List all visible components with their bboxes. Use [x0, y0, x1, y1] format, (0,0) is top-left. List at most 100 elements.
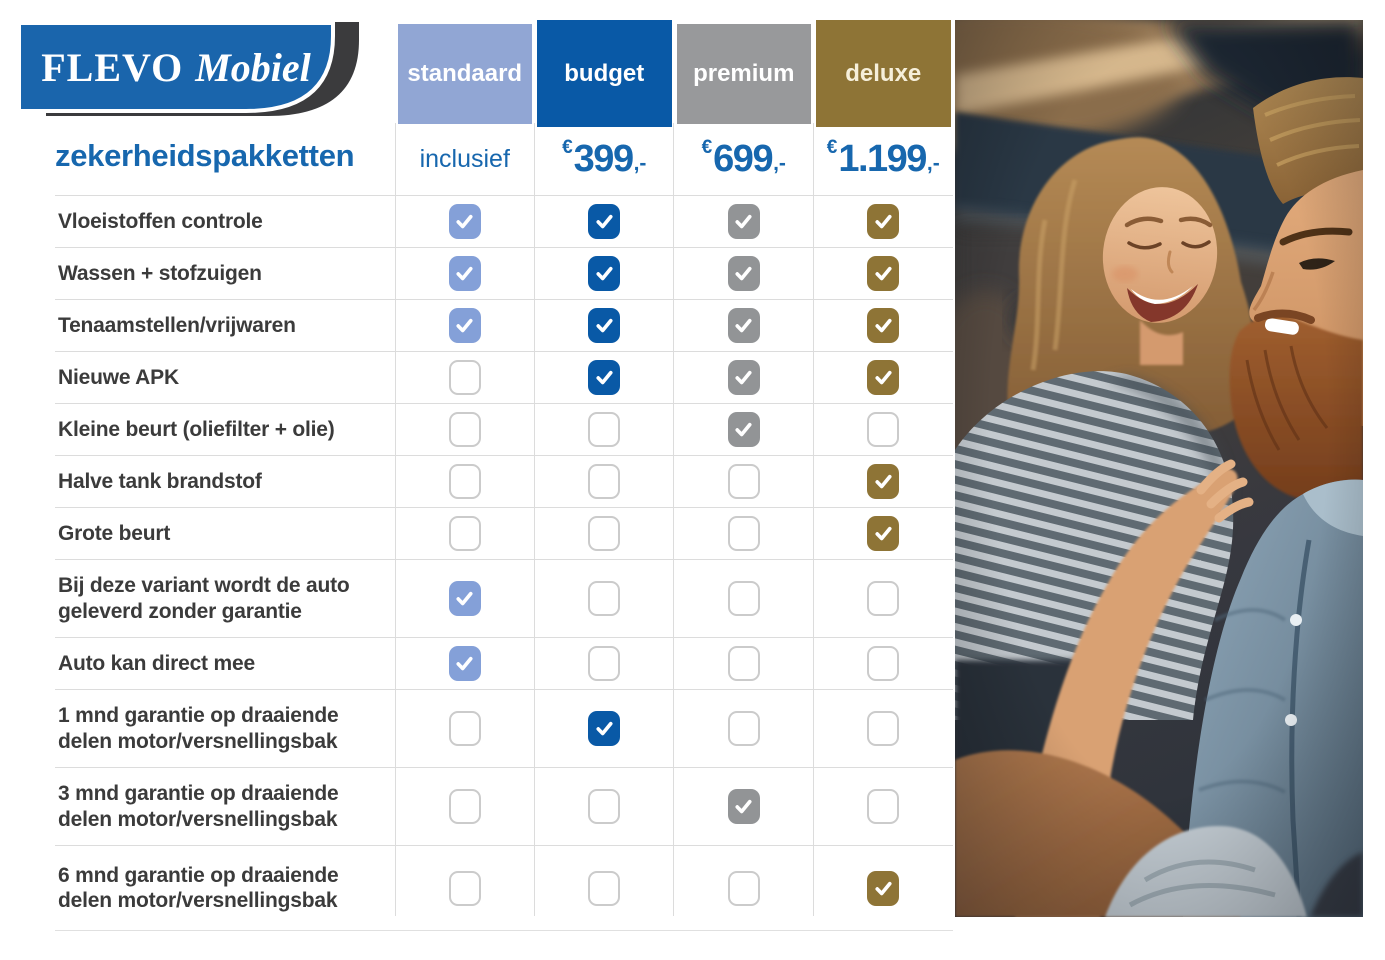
check-icon	[596, 370, 613, 385]
checkbox-unchecked-budget[interactable]	[588, 646, 621, 681]
checkbox-unchecked-standaard[interactable]	[448, 789, 481, 824]
row-label: 6 mnd garantie op draaiende delen motor/…	[58, 863, 339, 912]
checkbox-checked-premium[interactable]	[727, 308, 760, 343]
price-row: inclusief €399 ,- €699 ,- €1.199 ,-	[395, 123, 953, 195]
checkbox-unchecked-budget[interactable]	[588, 464, 621, 499]
check-cell-budget	[535, 300, 675, 351]
checkbox-checked-budget[interactable]	[588, 711, 621, 746]
checkbox-checked-standaard[interactable]	[448, 581, 481, 616]
checkbox-unchecked-deluxe[interactable]	[867, 711, 900, 746]
check-cell-premium	[674, 638, 814, 689]
row-label: Kleine beurt (oliefilter + olie)	[58, 417, 335, 441]
price-deluxe: €1.199 ,-	[814, 123, 954, 195]
page-title: zekerheidspakketten	[55, 138, 355, 173]
grid-vline	[395, 123, 396, 916]
checkbox-checked-premium[interactable]	[727, 789, 760, 824]
price-premium: €699 ,-	[674, 123, 814, 195]
checkbox-unchecked-budget[interactable]	[588, 581, 621, 616]
checkbox-checked-budget[interactable]	[588, 308, 621, 343]
checkbox-checked-deluxe[interactable]	[867, 360, 900, 395]
checkbox-unchecked-premium[interactable]	[727, 516, 760, 551]
hero-photo	[955, 20, 1363, 917]
checkbox-unchecked-standaard[interactable]	[448, 711, 481, 746]
check-icon	[735, 422, 752, 437]
logo-swoosh-shape	[18, 22, 359, 116]
checkbox-unchecked-deluxe[interactable]	[867, 789, 900, 824]
check-cell-deluxe	[814, 456, 954, 507]
check-cell-standaard	[395, 768, 535, 845]
check-cell-deluxe	[814, 300, 954, 351]
checkbox-unchecked-standaard[interactable]	[448, 516, 481, 551]
grid-vline	[813, 123, 814, 916]
check-cell-deluxe	[814, 248, 954, 299]
checkbox-unchecked-deluxe[interactable]	[867, 581, 900, 616]
checkbox-unchecked-standaard[interactable]	[448, 870, 481, 906]
check-cell-standaard	[395, 846, 535, 930]
checkbox-checked-premium[interactable]	[727, 256, 760, 291]
checkbox-checked-premium[interactable]	[727, 360, 760, 395]
checkbox-checked-deluxe[interactable]	[867, 870, 900, 906]
table-row: 3 mnd garantie op draaiende delen motor/…	[55, 767, 953, 845]
check-cell-standaard	[395, 638, 535, 689]
euro-sign: €	[562, 137, 573, 158]
check-icon	[875, 526, 892, 541]
checkbox-unchecked-premium[interactable]	[727, 464, 760, 499]
checkbox-checked-standaard[interactable]	[448, 308, 481, 343]
checkbox-checked-deluxe[interactable]	[867, 204, 900, 239]
logo-text: FLEVO Mobiel	[18, 22, 334, 112]
check-icon	[735, 799, 752, 814]
check-cell-deluxe	[814, 846, 954, 930]
row-label: 1 mnd garantie op draaiende delen motor/…	[58, 704, 339, 753]
price-suffix: ,-	[633, 152, 647, 175]
check-cell-deluxe	[814, 560, 954, 637]
check-cell-budget	[535, 456, 675, 507]
checkbox-unchecked-premium[interactable]	[727, 870, 760, 906]
check-cell-premium	[674, 196, 814, 247]
checkbox-unchecked-budget[interactable]	[588, 789, 621, 824]
checkbox-unchecked-deluxe[interactable]	[867, 646, 900, 681]
check-icon	[596, 214, 613, 229]
price-suffix: ,-	[773, 152, 786, 175]
checkbox-checked-premium[interactable]	[727, 204, 760, 239]
checkbox-checked-budget[interactable]	[588, 204, 621, 239]
checkbox-checked-standaard[interactable]	[448, 204, 481, 239]
check-cell-budget	[535, 768, 675, 845]
check-cell-premium	[674, 690, 814, 767]
check-icon	[596, 266, 613, 281]
checkbox-unchecked-premium[interactable]	[727, 581, 760, 616]
check-icon	[456, 591, 473, 606]
check-cell-budget	[535, 196, 675, 247]
check-cell-standaard	[395, 248, 535, 299]
table-row: Tenaamstellen/vrijwaren	[55, 299, 953, 351]
check-icon	[875, 370, 892, 385]
check-cell-standaard	[395, 352, 535, 403]
checkbox-unchecked-budget[interactable]	[588, 412, 621, 447]
checkbox-checked-budget[interactable]	[588, 256, 621, 291]
checkbox-checked-deluxe[interactable]	[867, 308, 900, 343]
checkbox-unchecked-standaard[interactable]	[448, 464, 481, 499]
feature-table: Vloeistoffen controle Wassen + stofzuige…	[55, 195, 953, 931]
row-label: Bij deze variant wordt de auto geleverd …	[58, 574, 350, 623]
column-header-budget: budget	[537, 20, 672, 127]
check-cell-budget	[535, 560, 675, 637]
checkbox-unchecked-standaard[interactable]	[448, 360, 481, 395]
table-row: Grote beurt	[55, 507, 953, 559]
checkbox-unchecked-budget[interactable]	[588, 870, 621, 906]
check-icon	[875, 474, 892, 489]
checkbox-unchecked-standaard[interactable]	[448, 412, 481, 447]
checkbox-unchecked-deluxe[interactable]	[867, 412, 900, 447]
checkbox-unchecked-premium[interactable]	[727, 711, 760, 746]
table-row: Halve tank brandstof	[55, 455, 953, 507]
checkbox-checked-standaard[interactable]	[448, 256, 481, 291]
checkbox-unchecked-budget[interactable]	[588, 516, 621, 551]
checkbox-unchecked-premium[interactable]	[727, 646, 760, 681]
checkbox-checked-deluxe[interactable]	[867, 516, 900, 551]
row-label: Tenaamstellen/vrijwaren	[58, 313, 296, 337]
checkbox-checked-premium[interactable]	[727, 412, 760, 447]
row-label: Vloeistoffen controle	[58, 209, 263, 233]
couple-in-car-illustration	[955, 20, 1363, 917]
checkbox-checked-deluxe[interactable]	[867, 464, 900, 499]
checkbox-checked-deluxe[interactable]	[867, 256, 900, 291]
checkbox-checked-budget[interactable]	[588, 360, 621, 395]
checkbox-checked-standaard[interactable]	[448, 646, 481, 681]
